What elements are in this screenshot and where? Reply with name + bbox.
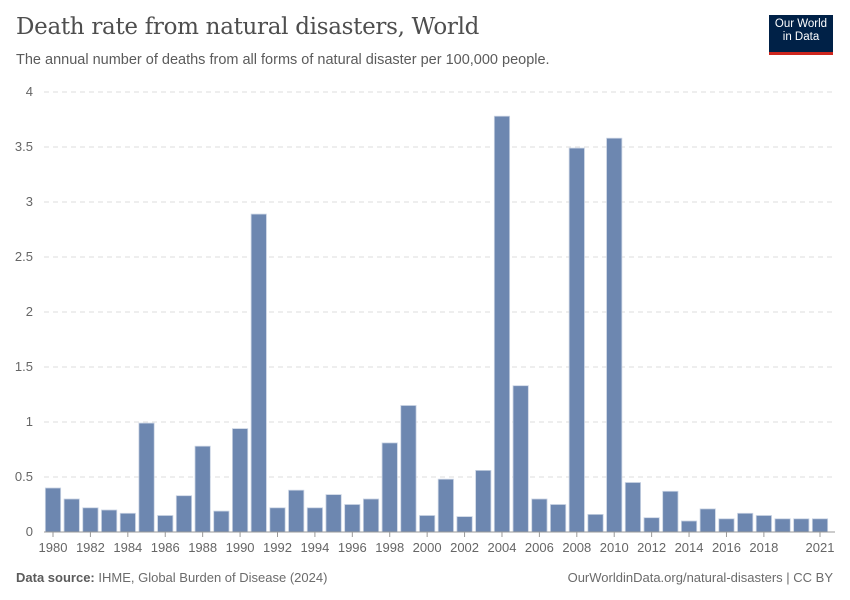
y-tick-label: 2.5	[15, 249, 33, 264]
bar-2020	[793, 518, 810, 533]
y-tick-label: 1.5	[15, 359, 33, 374]
y-tick-label: 0	[26, 524, 33, 539]
bar-2003	[475, 469, 492, 533]
bar-2009	[587, 514, 604, 533]
bar-2007	[550, 504, 567, 533]
y-tick-label: 1	[26, 414, 33, 429]
x-tick-label: 2021	[806, 540, 835, 555]
bar-1997	[362, 498, 380, 533]
x-tick-label: 2002	[450, 540, 479, 555]
y-tick-label: 0.5	[15, 469, 33, 484]
bar-2021	[811, 518, 829, 533]
x-tick-label: 2008	[562, 540, 591, 555]
bar-2002	[456, 516, 473, 533]
x-tick-label: 1996	[338, 540, 367, 555]
bar-1984	[119, 512, 136, 533]
bar-1992	[269, 507, 286, 533]
bar-2018	[755, 515, 772, 533]
bar-1995	[325, 494, 342, 533]
bar-2015	[699, 508, 716, 533]
y-tick-label: 4	[26, 84, 33, 99]
bar-1987	[175, 495, 193, 533]
bar-1990	[232, 428, 249, 533]
bar-2004	[493, 115, 511, 533]
bar-1999	[400, 405, 417, 533]
x-tick-label: 1998	[375, 540, 404, 555]
bar-2012	[643, 517, 660, 533]
source-text[interactable]: IHME, Global Burden of Disease (2024)	[94, 570, 328, 585]
y-tick-label: 2	[26, 304, 33, 319]
bar-1994	[306, 507, 323, 533]
bar-1981	[63, 498, 80, 533]
bar-2006	[531, 498, 548, 533]
x-tick-label: 2000	[413, 540, 442, 555]
bar-2010	[606, 137, 623, 533]
y-tick-label: 3.5	[15, 139, 33, 154]
x-tick-label: 1988	[188, 540, 217, 555]
chart-subtitle: The annual number of deaths from all for…	[16, 52, 550, 68]
bar-2001	[437, 478, 454, 533]
bar-1982	[82, 507, 99, 533]
bar-1986	[157, 515, 174, 533]
bar-1980	[44, 487, 62, 533]
bar-2011	[624, 482, 641, 533]
owid-logo[interactable]: Our World in Data	[769, 15, 833, 55]
bar-2019	[774, 518, 791, 533]
source-label: Data source:	[16, 570, 95, 585]
x-tick-label: 2012	[637, 540, 666, 555]
x-tick-label: 2006	[525, 540, 554, 555]
x-tick-label: 1992	[263, 540, 292, 555]
bar-2008	[568, 147, 585, 533]
logo-line1: Our World	[774, 18, 828, 30]
data-source: Data source: IHME, Global Burden of Dise…	[16, 570, 327, 585]
x-tick-label: 1990	[226, 540, 255, 555]
bar-2017	[737, 512, 754, 533]
bar-1998	[381, 442, 398, 533]
bar-1988	[194, 445, 211, 533]
chart-title: Death rate from natural disasters, World	[16, 14, 480, 40]
footer-url[interactable]: OurWorldinData.org/natural-disasters | C…	[567, 570, 833, 585]
bar-2013	[662, 490, 679, 533]
y-tick-label: 3	[26, 194, 33, 209]
bar-1993	[288, 489, 305, 533]
bar-1983	[101, 509, 118, 533]
x-tick-label: 2010	[600, 540, 629, 555]
x-tick-label: 1980	[39, 540, 68, 555]
x-tick-label: 1984	[113, 540, 142, 555]
x-tick-label: 2014	[675, 540, 704, 555]
bar-1996	[344, 504, 361, 533]
x-tick-label: 2016	[712, 540, 741, 555]
x-tick-label: 2018	[749, 540, 778, 555]
x-tick-label: 2004	[488, 540, 517, 555]
bar-1991	[250, 213, 267, 533]
x-tick-label: 1986	[151, 540, 180, 555]
bar-2000	[419, 515, 436, 533]
logo-line2: in Data	[782, 31, 820, 43]
bar-2014	[680, 520, 698, 533]
bar-2005	[512, 385, 529, 533]
x-tick-label: 1994	[300, 540, 329, 555]
bar-2016	[718, 518, 735, 533]
bar-1985	[138, 422, 155, 533]
x-tick-label: 1982	[76, 540, 105, 555]
bar-1989	[213, 510, 230, 533]
